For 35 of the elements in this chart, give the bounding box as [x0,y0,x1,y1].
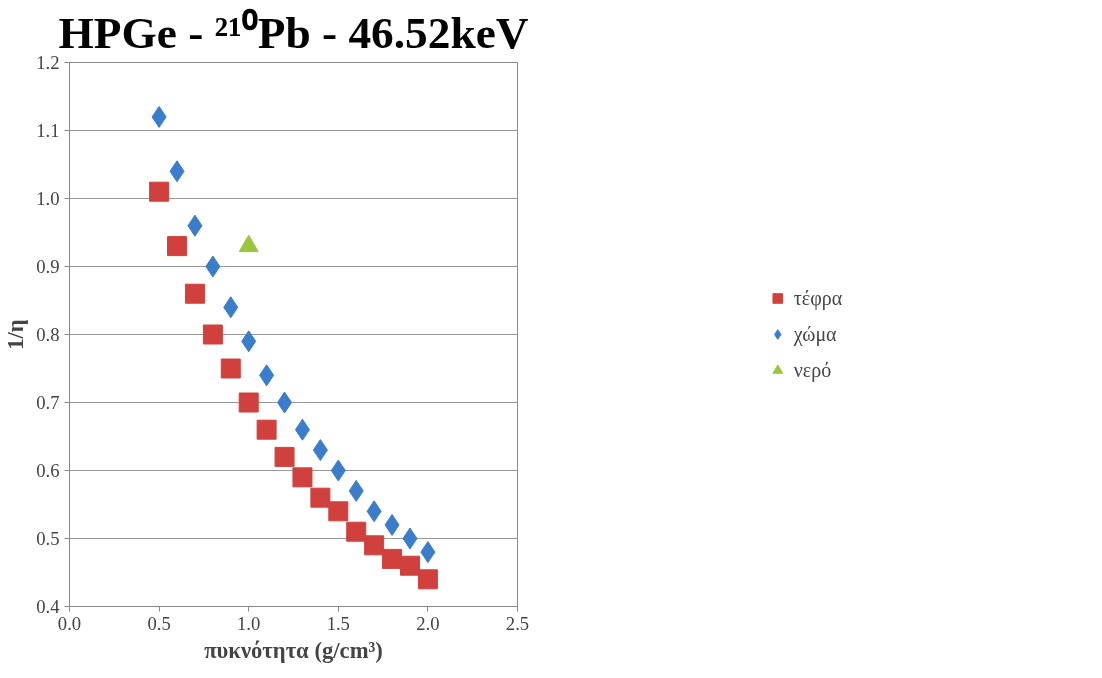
point [310,487,331,508]
point [292,467,313,488]
point [220,358,241,379]
point [274,446,295,467]
y-tick-label: 0.9 [36,256,60,277]
y-tick-label: 1.1 [36,120,60,141]
y-axis-title: 1/η [3,319,29,350]
point [328,501,349,522]
point [184,283,205,304]
point [149,181,170,202]
x-tick-label: 1.0 [237,612,261,634]
point [399,555,420,576]
y-tick-label: 0.8 [36,324,60,345]
y-tick-label: 0.5 [36,528,60,549]
chart-title: HPGe - ²¹⁰Pb - 46.52keV [58,7,529,58]
point [202,324,223,345]
y-tick-label: 1.2 [36,52,60,73]
x-axis-title: πυκνότητα (g/cm³) [204,637,383,663]
point [364,535,385,556]
point [382,548,403,569]
x-tick-label: 0.5 [147,612,171,634]
point [238,392,259,413]
legend-label: τέφρα [793,286,843,310]
point [167,236,188,257]
legend-label: χώμα [793,322,837,346]
y-tick-label: 1.0 [36,188,60,209]
point [417,569,438,590]
point [346,521,367,542]
y-tick-label: 0.6 [36,460,60,481]
point [256,419,277,440]
legend-label: νερό [793,358,832,382]
x-tick-label: 2.5 [505,612,530,634]
x-tick-label: 2.0 [416,612,440,634]
x-tick-label: 1.5 [326,612,350,634]
y-tick-label: 0.7 [36,392,60,413]
